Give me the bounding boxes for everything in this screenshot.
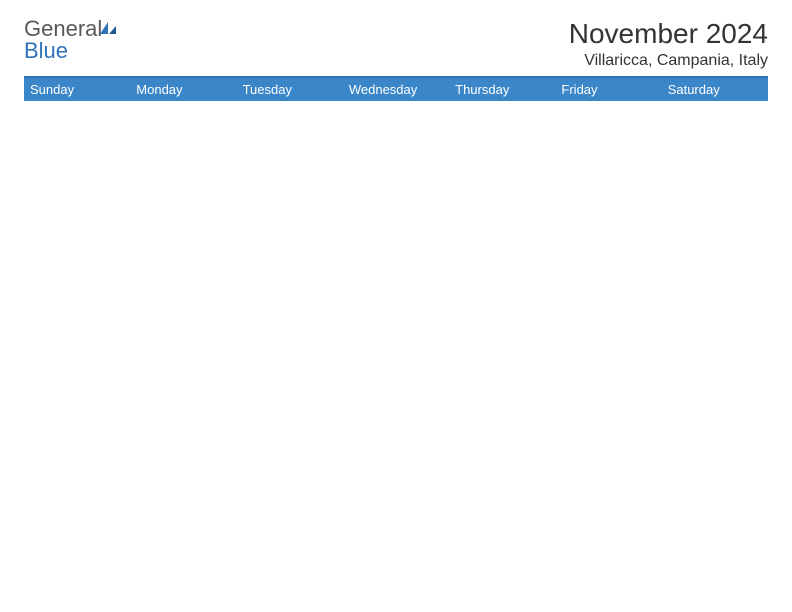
calendar-table: Sunday Monday Tuesday Wednesday Thursday… xyxy=(24,76,768,101)
weekday-header: Monday xyxy=(130,77,236,101)
title-block: November 2024 Villaricca, Campania, Ital… xyxy=(569,18,768,70)
logo-sail-icon xyxy=(98,18,118,40)
location: Villaricca, Campania, Italy xyxy=(569,52,768,70)
weekday-header: Tuesday xyxy=(237,77,343,101)
weekday-header: Wednesday xyxy=(343,77,449,101)
weekday-header: Saturday xyxy=(662,77,768,101)
weekday-header: Thursday xyxy=(449,77,555,101)
header: General Blue November 2024 Villaricca, C… xyxy=(24,18,768,70)
calendar-page: General Blue November 2024 Villaricca, C… xyxy=(0,0,792,119)
logo-text-blue: Blue xyxy=(24,38,68,63)
weekday-header-row: Sunday Monday Tuesday Wednesday Thursday… xyxy=(24,77,768,101)
month-title: November 2024 xyxy=(569,18,768,50)
weekday-header: Friday xyxy=(555,77,661,101)
brand-logo: General Blue xyxy=(24,18,118,62)
weekday-header: Sunday xyxy=(24,77,130,101)
